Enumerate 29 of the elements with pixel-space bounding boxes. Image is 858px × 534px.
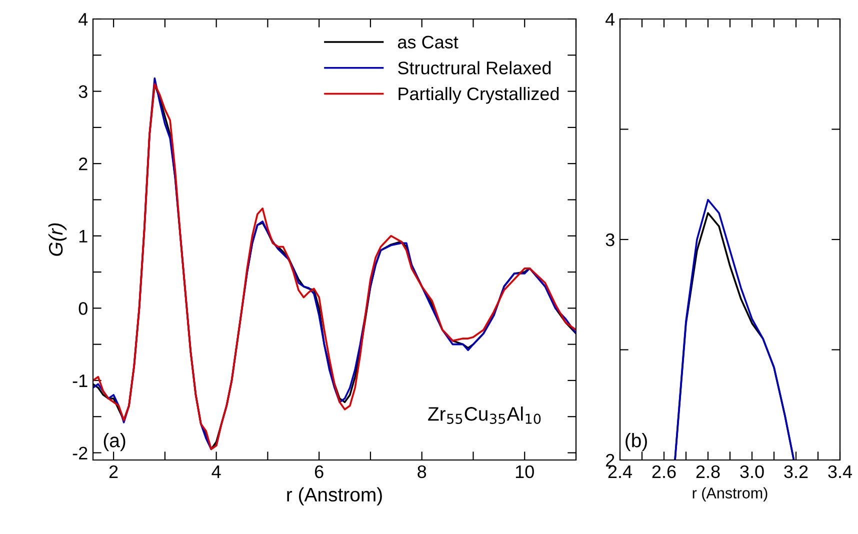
legend-label: as Cast (398, 36, 458, 49)
x-tick-label: 4 (212, 466, 221, 478)
annotation: (b) (626, 433, 647, 452)
legend-label: Partially Crystallized (398, 86, 559, 104)
x-tick-label: 10 (516, 465, 534, 478)
x-tick-label: 6 (314, 465, 324, 478)
x-tick-label: 2.4 (608, 465, 632, 478)
y-tick-label: 0 (78, 302, 88, 315)
annotation: Zr$_{55}$Cu$_{35}$Al$_{10}$ (428, 406, 541, 424)
x-axis-title: r (Anstrom) (287, 487, 382, 506)
x-tick-label: 3.4 (828, 465, 852, 478)
y-tick-label: 3 (78, 85, 88, 98)
y-axis-title: G(r) (48, 223, 67, 256)
y-tick-label: 1 (79, 230, 88, 242)
x-axis-title: r (Anstrom) (692, 487, 768, 502)
x-tick-label: 3.2 (784, 465, 808, 478)
y-tick-label: -2 (72, 446, 88, 460)
annotation: (a) (104, 433, 126, 452)
y-tick-label: 4 (78, 13, 88, 26)
y-tick-label: 4 (606, 13, 615, 26)
x-tick-label: 2 (109, 465, 118, 478)
y-tick-label: -1 (72, 374, 88, 388)
x-tick-label: 3.0 (740, 465, 764, 478)
x-tick-label: 2.8 (696, 465, 720, 478)
y-tick-label: 3 (606, 233, 614, 246)
x-tick-label: 2.6 (652, 465, 676, 478)
y-tick-label: 2 (79, 158, 88, 170)
x-tick-label: 8 (418, 465, 426, 478)
legend-label: Structrural Relaxed (398, 61, 551, 74)
